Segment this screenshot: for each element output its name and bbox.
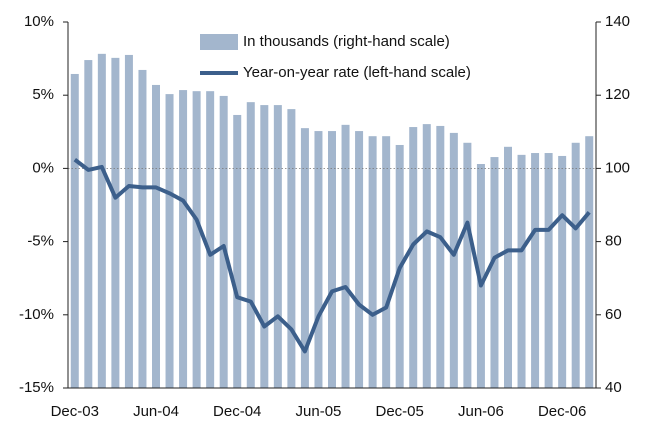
y-tick-label: -5% xyxy=(27,233,54,250)
bar xyxy=(206,91,215,388)
line xyxy=(73,158,591,354)
bar xyxy=(436,125,445,388)
bar xyxy=(152,84,160,389)
y2-tick-label: 60 xyxy=(605,306,622,323)
bar xyxy=(192,91,201,388)
bar xyxy=(219,95,228,388)
x-tick-label: Jun-05 xyxy=(296,403,342,420)
legend-label: In thousands (right-hand scale) xyxy=(243,33,450,50)
bar xyxy=(476,164,485,388)
x-tick-label: Dec-06 xyxy=(538,403,586,420)
bar xyxy=(300,128,309,388)
bar xyxy=(328,131,336,388)
y2-tick-label: 120 xyxy=(605,86,630,103)
bar xyxy=(246,102,255,389)
bar xyxy=(449,132,458,388)
x-tick-label: Dec-04 xyxy=(213,403,261,420)
bar xyxy=(409,127,418,389)
y-tick-label: -10% xyxy=(19,306,54,323)
bar xyxy=(341,124,350,388)
y-tick-label: 10% xyxy=(24,13,54,30)
y-tick-label: -15% xyxy=(19,379,54,396)
bar xyxy=(517,154,526,388)
bar xyxy=(571,142,580,388)
bar xyxy=(84,60,93,389)
legend-label: Year-on-year rate (left-hand scale) xyxy=(243,64,471,81)
bar xyxy=(273,105,282,388)
bar xyxy=(70,73,79,389)
bar xyxy=(287,109,296,388)
y2-tick-label: 100 xyxy=(605,159,630,176)
x-tick-label: Jun-04 xyxy=(133,403,179,420)
bar xyxy=(585,136,594,388)
bar xyxy=(165,94,174,389)
x-tick-label: Dec-03 xyxy=(51,403,99,420)
bar xyxy=(355,131,364,388)
bar xyxy=(233,114,242,389)
bar xyxy=(544,153,553,388)
y2-tick-label: 80 xyxy=(605,233,622,250)
legend-swatch xyxy=(200,34,238,50)
y2-tick-label: 140 xyxy=(605,13,630,30)
y2-tick-label: 40 xyxy=(605,379,622,396)
bar xyxy=(368,136,377,388)
bar xyxy=(504,146,512,388)
x-tick-label: Jun-06 xyxy=(458,403,504,420)
y-tick-label: 5% xyxy=(32,86,54,103)
bar xyxy=(463,142,472,388)
bar xyxy=(179,90,188,389)
bar xyxy=(124,54,133,388)
bar xyxy=(97,53,106,388)
bar xyxy=(558,155,567,388)
bar xyxy=(260,105,269,388)
bar xyxy=(531,153,540,388)
x-tick-label: Dec-05 xyxy=(376,403,424,420)
bar xyxy=(382,136,391,388)
bar xyxy=(422,124,431,388)
bar xyxy=(111,57,120,388)
y-tick-label: 0% xyxy=(32,159,54,176)
bar xyxy=(138,69,147,389)
bar xyxy=(314,131,323,388)
bar xyxy=(490,157,499,388)
